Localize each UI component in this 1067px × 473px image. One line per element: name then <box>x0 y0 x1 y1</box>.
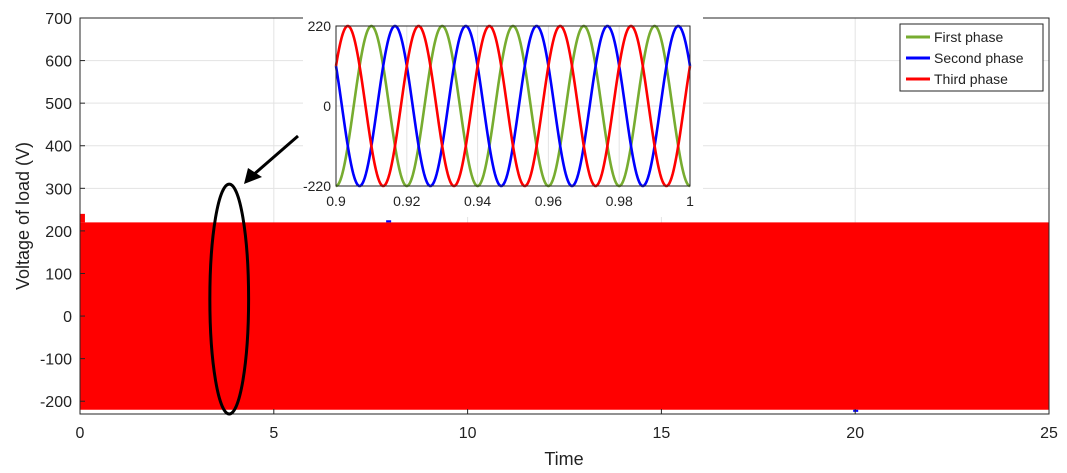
main-y-tick-1: -100 <box>40 352 72 369</box>
main-x-tick-3: 15 <box>653 425 671 442</box>
main-y-tick-2: 0 <box>63 309 72 326</box>
main-x-tick-5: 25 <box>1040 425 1058 442</box>
legend-label-3: Third phase <box>934 71 1008 87</box>
inset-x-tick-1: 0.92 <box>393 193 420 209</box>
x-axis-label: Time <box>544 449 583 469</box>
main-y-tick-5: 300 <box>45 181 72 198</box>
legend: First phase Second phase Third phase <box>899 23 1044 92</box>
inset-x-tick-4: 0.98 <box>606 193 633 209</box>
main-marks <box>79 213 1049 412</box>
zoom-arrow-head <box>244 168 262 184</box>
main-x-tick-4: 20 <box>846 425 864 442</box>
legend-label-2: Second phase <box>934 50 1024 66</box>
inset-x-ticks: 0.9 0.92 0.94 0.96 0.98 1 <box>326 193 694 209</box>
main-y-tick-4: 200 <box>45 224 72 241</box>
inset-y-ticks: -220 0 220 <box>303 18 331 194</box>
main-y-tick-3: 100 <box>45 266 72 283</box>
y-axis-label: Voltage of load (V) <box>13 142 33 290</box>
transient-spike-0 <box>79 213 85 223</box>
main-y-tick-9: 700 <box>45 11 72 28</box>
inset-x-tick-2: 0.94 <box>464 193 491 209</box>
main-x-tick-0: 0 <box>76 425 85 442</box>
inset-plot-frame <box>335 25 691 187</box>
inset-y-tick-0: -220 <box>303 178 331 194</box>
legend-label-1: First phase <box>934 29 1003 45</box>
main-y-ticks: -200 -100 0 100 200 300 400 500 600 700 <box>40 11 85 411</box>
zoom-arrow <box>251 134 299 178</box>
main-y-tick-8: 600 <box>45 54 72 71</box>
main-x-tick-2: 10 <box>459 425 477 442</box>
zoom-ellipse <box>208 182 251 416</box>
main-y-tick-0: -200 <box>40 394 72 411</box>
inset-x-tick-0: 0.9 <box>326 193 346 209</box>
inset-plot: 0.9 0.92 0.94 0.96 0.98 1 -220 0 220 <box>303 16 703 217</box>
inset-x-tick-5: 1 <box>686 193 694 209</box>
main-x-tick-1: 5 <box>269 425 278 442</box>
main-y-tick-6: 400 <box>45 139 72 156</box>
inset-y-tick-2: 220 <box>308 18 332 34</box>
transient-spike-1 <box>386 220 392 223</box>
inset-y-tick-1: 0 <box>323 98 331 114</box>
inset-x-tick-3: 0.96 <box>535 193 562 209</box>
main-y-tick-7: 500 <box>45 96 72 113</box>
series-envelope <box>80 222 1049 410</box>
main-x-ticks: 0 5 10 15 20 25 <box>76 409 1058 442</box>
